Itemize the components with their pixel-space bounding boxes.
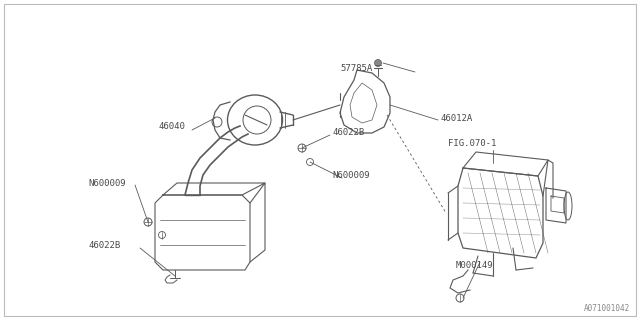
Text: 46022B: 46022B (88, 241, 120, 250)
Text: 57785A: 57785A (340, 63, 372, 73)
Text: N600009: N600009 (88, 179, 125, 188)
Text: 46022B: 46022B (332, 127, 364, 137)
Text: N600009: N600009 (332, 171, 370, 180)
Circle shape (374, 60, 381, 67)
Text: 46012A: 46012A (440, 114, 472, 123)
Text: FIG.070-1: FIG.070-1 (448, 139, 497, 148)
Text: M000149: M000149 (456, 260, 493, 269)
Text: A071001042: A071001042 (584, 304, 630, 313)
Text: 46040: 46040 (158, 122, 185, 131)
